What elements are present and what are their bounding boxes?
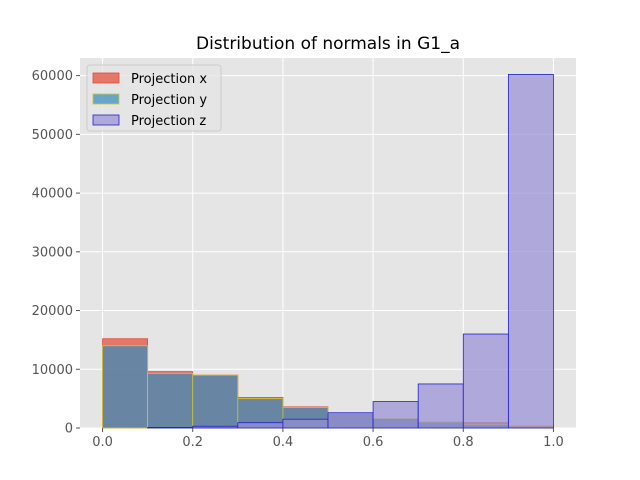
y-tick-label: 0 xyxy=(65,422,73,437)
bar-series-2 xyxy=(237,422,284,429)
x-tick-label: 0.0 xyxy=(92,435,113,450)
legend-label: Projection z xyxy=(131,114,206,129)
legend-swatch xyxy=(92,72,120,84)
y-tick-label: 30000 xyxy=(32,245,73,260)
bar-series-2 xyxy=(282,418,329,429)
bar-series-1 xyxy=(192,374,239,429)
y-tick-label: 60000 xyxy=(32,69,73,84)
bar-series-2 xyxy=(372,401,419,429)
chart-title: Distribution of normals in G1_a xyxy=(196,34,460,54)
legend-swatch xyxy=(92,93,120,105)
bar-series-2 xyxy=(417,383,464,429)
legend-label: Projection x xyxy=(131,72,207,87)
bar-series-2 xyxy=(327,412,374,429)
bar-series-2 xyxy=(462,333,509,429)
x-tick-label: 0.4 xyxy=(273,435,294,450)
x-tick-label: 1.0 xyxy=(543,435,564,450)
x-tick-label: 0.8 xyxy=(453,435,474,450)
bar-series-1 xyxy=(102,345,149,429)
y-tick-label: 40000 xyxy=(32,187,73,202)
bar-series-1 xyxy=(147,372,194,429)
x-tick-label: 0.2 xyxy=(182,435,203,450)
x-tick-label: 0.6 xyxy=(363,435,384,450)
bar-series-2 xyxy=(507,74,554,429)
grid-lines xyxy=(80,58,576,429)
legend-label: Projection y xyxy=(131,93,207,108)
y-axis-ticks: 0 10000 20000 30000 40000 50000 60000 xyxy=(32,69,80,437)
bars xyxy=(102,74,554,429)
x-axis-ticks: 0.0 0.2 0.4 0.6 0.8 1.0 xyxy=(92,428,564,450)
bar-series-2 xyxy=(192,425,239,429)
legend-box xyxy=(86,64,222,132)
legend: Projection x Projection y Projection z xyxy=(86,64,222,132)
y-tick-label: 10000 xyxy=(32,363,73,378)
bar-series-2 xyxy=(147,427,194,429)
y-tick-label: 20000 xyxy=(32,304,73,319)
legend-swatch xyxy=(92,114,120,126)
y-tick-label: 50000 xyxy=(32,128,73,143)
